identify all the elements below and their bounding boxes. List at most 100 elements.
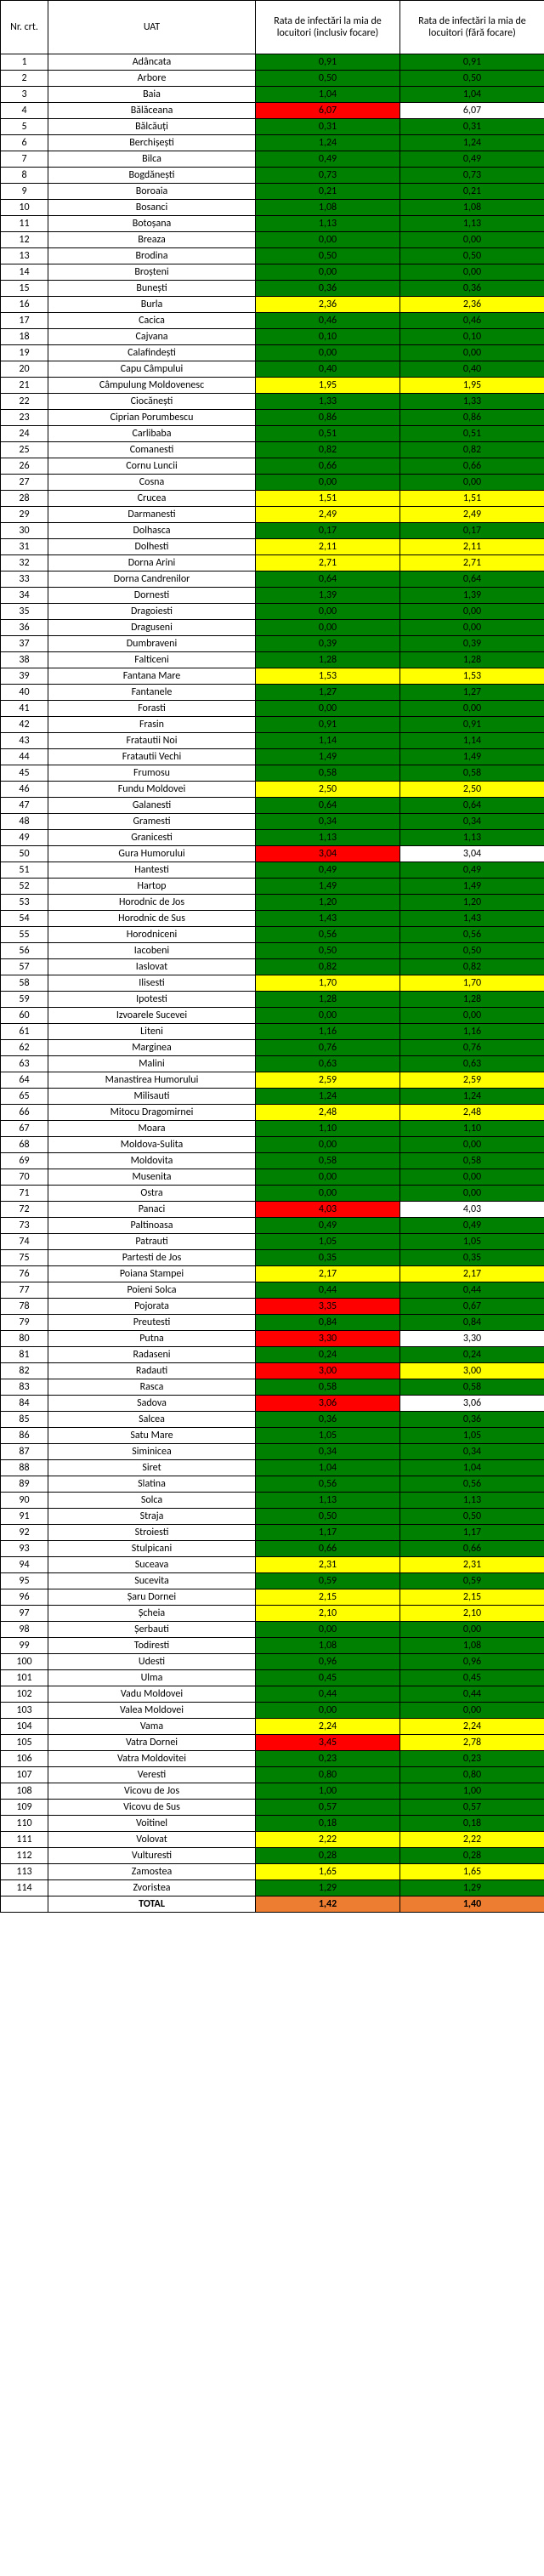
table-row: 37Dumbraveni0,390,39 <box>1 636 544 652</box>
cell-rate1: 2,50 <box>256 782 400 798</box>
table-row: 21Câmpulung Moldovenesc1,951,95 <box>1 378 544 394</box>
cell-rate1: 0,82 <box>256 959 400 975</box>
table-row: 12Breaza0,000,00 <box>1 232 544 248</box>
cell-nr: 5 <box>1 119 48 135</box>
table-row: 95Sucevita0,590,59 <box>1 1573 544 1589</box>
cell-rate2: 2,15 <box>400 1589 544 1606</box>
cell-nr: 69 <box>1 1153 48 1169</box>
cell-uat: Carlibaba <box>48 426 256 442</box>
table-row: 79Preutesti0,840,84 <box>1 1315 544 1331</box>
table-row: 93Stulpicani0,660,66 <box>1 1541 544 1557</box>
cell-uat: Cacica <box>48 313 256 329</box>
cell-rate1: 0,28 <box>256 1848 400 1864</box>
cell-nr: 12 <box>1 232 48 248</box>
table-row: 55Horodniceni0,560,56 <box>1 927 544 943</box>
table-row: 94Suceava2,312,31 <box>1 1557 544 1573</box>
cell-nr: 88 <box>1 1460 48 1476</box>
cell-nr: 97 <box>1 1606 48 1622</box>
cell-rate2: 2,78 <box>400 1735 544 1751</box>
cell-rate1: 0,00 <box>256 620 400 636</box>
cell-nr: 64 <box>1 1072 48 1089</box>
cell-rate1: 0,21 <box>256 184 400 200</box>
cell-uat: Bunești <box>48 281 256 297</box>
cell-uat: Iacobeni <box>48 943 256 959</box>
cell-rate2: 0,49 <box>400 1218 544 1234</box>
cell-rate1: 1,05 <box>256 1234 400 1250</box>
cell-nr: 2 <box>1 71 48 87</box>
cell-rate1: 1,29 <box>256 1880 400 1896</box>
cell-nr: 53 <box>1 895 48 911</box>
table-row: 41Forasti0,000,00 <box>1 701 544 717</box>
cell-rate2: 0,91 <box>400 717 544 733</box>
cell-uat: Comanesti <box>48 442 256 458</box>
cell-nr: 43 <box>1 733 48 749</box>
cell-rate1: 2,24 <box>256 1719 400 1735</box>
cell-rate1: 1,14 <box>256 733 400 749</box>
total-row: TOTAL1,421,40 <box>1 1896 544 1913</box>
cell-rate1: 2,15 <box>256 1589 400 1606</box>
cell-rate2: 1,65 <box>400 1864 544 1880</box>
table-row: 42Frasin0,910,91 <box>1 717 544 733</box>
cell-nr: 84 <box>1 1396 48 1412</box>
cell-rate1: 0,76 <box>256 1040 400 1056</box>
cell-nr: 9 <box>1 184 48 200</box>
cell-nr: 103 <box>1 1703 48 1719</box>
cell-rate2: 0,28 <box>400 1848 544 1864</box>
table-row: 87Siminicea0,340,34 <box>1 1444 544 1460</box>
cell-rate2: 1,70 <box>400 975 544 992</box>
cell-rate2: 0,73 <box>400 168 544 184</box>
cell-uat: Volovat <box>48 1832 256 1848</box>
cell-rate1: 0,51 <box>256 426 400 442</box>
cell-rate1: 1,95 <box>256 378 400 394</box>
cell-uat: Forasti <box>48 701 256 717</box>
cell-uat: Vatra Dornei <box>48 1735 256 1751</box>
cell-nr: 6 <box>1 135 48 151</box>
cell-uat: Dumbraveni <box>48 636 256 652</box>
cell-rate2: 0,91 <box>400 54 544 71</box>
cell-nr: 100 <box>1 1654 48 1670</box>
cell-uat: Radauti <box>48 1363 256 1379</box>
cell-nr: 51 <box>1 862 48 879</box>
cell-rate2: 0,00 <box>400 1137 544 1153</box>
cell-rate2: 0,00 <box>400 1186 544 1202</box>
cell-nr: 110 <box>1 1816 48 1832</box>
cell-rate1: 0,00 <box>256 1622 400 1638</box>
cell-uat: Pojorata <box>48 1299 256 1315</box>
cell-rate1: 2,59 <box>256 1072 400 1089</box>
table-row: 98Șerbauti0,000,00 <box>1 1622 544 1638</box>
cell-uat: Solca <box>48 1493 256 1509</box>
cell-nr: 16 <box>1 297 48 313</box>
cell-nr: 33 <box>1 571 48 588</box>
cell-rate2: 0,36 <box>400 281 544 297</box>
cell-nr: 107 <box>1 1767 48 1783</box>
cell-uat: Gura Humorului <box>48 846 256 862</box>
cell-rate2: 0,84 <box>400 1315 544 1331</box>
cell-rate2: 1,39 <box>400 588 544 604</box>
cell-rate1: 1,08 <box>256 1638 400 1654</box>
cell-nr: 86 <box>1 1428 48 1444</box>
cell-nr: 38 <box>1 652 48 668</box>
cell-nr: 79 <box>1 1315 48 1331</box>
table-row: 20Capu Câmpului0,400,40 <box>1 361 544 378</box>
cell-rate1: 0,50 <box>256 71 400 87</box>
cell-rate1: 0,64 <box>256 571 400 588</box>
cell-uat: Cornu Luncii <box>48 458 256 475</box>
cell-uat: Slatina <box>48 1476 256 1493</box>
cell-rate1: 0,24 <box>256 1347 400 1363</box>
table-row: 90Solca1,131,13 <box>1 1493 544 1509</box>
cell-nr: 42 <box>1 717 48 733</box>
cell-nr: 23 <box>1 410 48 426</box>
cell-nr: 10 <box>1 200 48 216</box>
cell-rate1: 3,06 <box>256 1396 400 1412</box>
table-row: 39Fantana Mare1,531,53 <box>1 668 544 685</box>
table-row: 51Hantesti0,490,49 <box>1 862 544 879</box>
table-row: 43Fratautii Noi1,141,14 <box>1 733 544 749</box>
cell-uat: Fratautii Noi <box>48 733 256 749</box>
cell-rate1: 0,56 <box>256 927 400 943</box>
cell-rate2: 1,00 <box>400 1783 544 1800</box>
cell-nr: 90 <box>1 1493 48 1509</box>
cell-uat: Liteni <box>48 1024 256 1040</box>
cell-uat: Brodina <box>48 248 256 264</box>
cell-uat: Straja <box>48 1509 256 1525</box>
cell-uat: Vadu Moldovei <box>48 1686 256 1703</box>
